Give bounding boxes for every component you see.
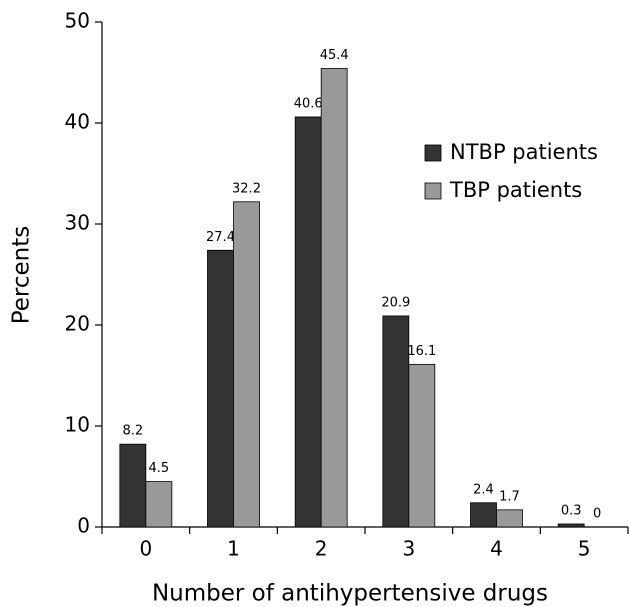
data-label: 4.5 [148,461,169,476]
legend-label: TBP patients [449,178,582,202]
legend-swatch [424,182,442,200]
y-tick-label: 10 [65,413,90,437]
data-label: 40.6 [294,96,323,111]
x-tick-label: 5 [578,537,591,561]
data-label: 2.4 [473,482,494,497]
y-tick-label: 40 [65,110,90,134]
data-label: 20.9 [381,295,410,310]
y-tick-label: 30 [65,211,90,235]
bar [119,443,147,528]
y-tick-label: 20 [65,312,90,336]
data-label: 8.2 [122,424,143,439]
x-axis-label: Number of antihypertensive drugs [152,581,548,607]
data-label: 0.3 [561,503,582,518]
bar [470,502,497,528]
bar [382,315,410,528]
y-tick-label: 0 [77,514,90,538]
bar [294,116,322,528]
data-label: 45.4 [320,48,349,63]
y-axis-label: Percents [9,226,35,325]
x-tick-label: 4 [490,537,503,561]
data-label: 0 [593,507,601,522]
bar [557,523,585,528]
data-label: 32.2 [232,181,261,196]
bar [408,363,436,528]
data-label: 1.7 [499,489,520,504]
legend-swatch [424,144,442,162]
data-label: 16.1 [407,344,436,359]
x-tick-label: 2 [315,537,328,561]
x-tick-label: 1 [227,537,240,561]
data-label: 27.4 [206,230,235,245]
bar [496,509,523,528]
bar [145,481,173,528]
x-tick-label: 0 [139,537,152,561]
legend-label: NTBP patients [450,140,598,164]
bar [320,68,348,528]
bar [207,249,234,528]
y-tick-label: 50 [65,9,90,33]
bar [233,201,260,528]
x-tick-label: 3 [402,537,415,561]
